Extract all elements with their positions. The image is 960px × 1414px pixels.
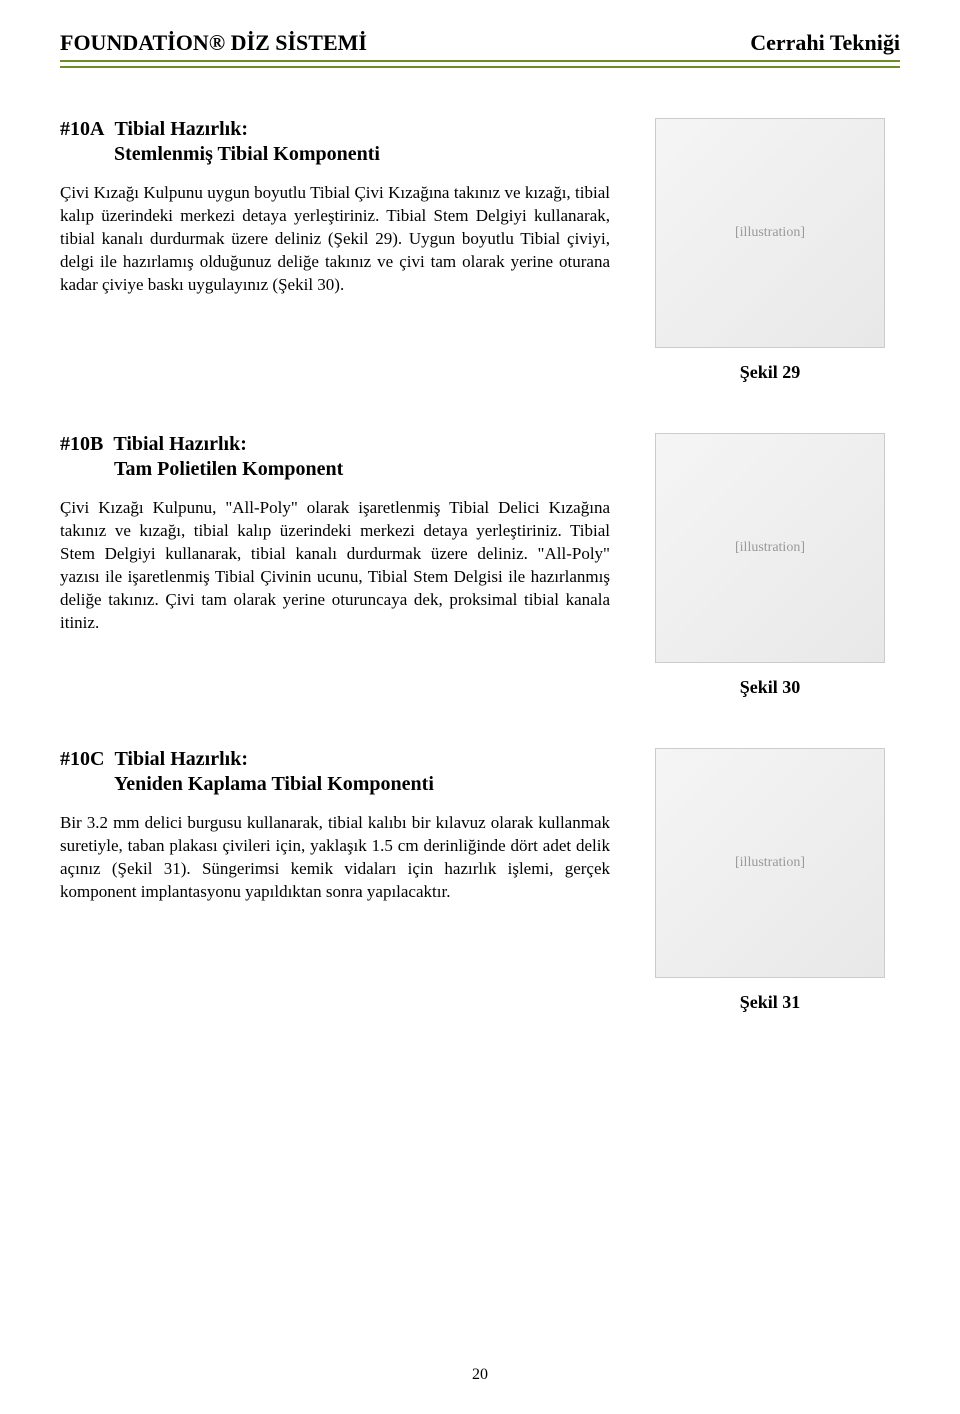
section-10b-num: #10B <box>60 433 103 456</box>
page-number: 20 <box>0 1366 960 1384</box>
section-10c-title-line: #10C Tibial Hazırlık: <box>60 748 610 771</box>
figure-30-image: [illustration] <box>655 433 885 663</box>
section-10c-subtitle: Yeniden Kaplama Tibial Komponenti <box>114 773 610 796</box>
header-right: Cerrahi Tekniği <box>750 30 900 56</box>
figure-29-label: Şekil 29 <box>740 362 801 383</box>
section-10a-text: #10A Tibial Hazırlık: Stemlenmiş Tibial … <box>60 118 610 297</box>
header-left: FOUNDATİON® DİZ SİSTEMİ <box>60 30 367 56</box>
section-10c-body: Bir 3.2 mm delici burgusu kullanarak, ti… <box>60 812 610 904</box>
section-10c: #10C Tibial Hazırlık: Yeniden Kaplama Ti… <box>60 748 900 1013</box>
section-10b-body: Çivi Kızağı Kulpunu, "All-Poly" olarak i… <box>60 497 610 635</box>
section-10b-subtitle: Tam Polietilen Komponent <box>114 458 610 481</box>
section-10a-body: Çivi Kızağı Kulpunu uygun boyutlu Tibial… <box>60 182 610 297</box>
section-10c-figure: [illustration] Şekil 31 <box>640 748 900 1013</box>
figure-31-label: Şekil 31 <box>740 992 801 1013</box>
section-10a-subtitle: Stemlenmiş Tibial Komponenti <box>114 143 610 166</box>
section-10c-title: Tibial Hazırlık: <box>114 748 248 771</box>
section-10b-figure: [illustration] Şekil 30 <box>640 433 900 698</box>
section-10b-title: Tibial Hazırlık: <box>113 433 247 456</box>
section-10a-num: #10A <box>60 118 104 141</box>
figure-31-image: [illustration] <box>655 748 885 978</box>
section-10b-text: #10B Tibial Hazırlık: Tam Polietilen Kom… <box>60 433 610 635</box>
section-10b-title-line: #10B Tibial Hazırlık: <box>60 433 610 456</box>
section-10c-text: #10C Tibial Hazırlık: Yeniden Kaplama Ti… <box>60 748 610 904</box>
figure-29-image: [illustration] <box>655 118 885 348</box>
section-10a-title: Tibial Hazırlık: <box>114 118 248 141</box>
section-10c-num: #10C <box>60 748 104 771</box>
figure-30-label: Şekil 30 <box>740 677 801 698</box>
page-header: FOUNDATİON® DİZ SİSTEMİ Cerrahi Tekniği <box>60 30 900 62</box>
section-10a: #10A Tibial Hazırlık: Stemlenmiş Tibial … <box>60 118 900 383</box>
header-underline <box>60 66 900 68</box>
section-10a-figure: [illustration] Şekil 29 <box>640 118 900 383</box>
section-10b: #10B Tibial Hazırlık: Tam Polietilen Kom… <box>60 433 900 698</box>
section-10a-title-line: #10A Tibial Hazırlık: <box>60 118 610 141</box>
